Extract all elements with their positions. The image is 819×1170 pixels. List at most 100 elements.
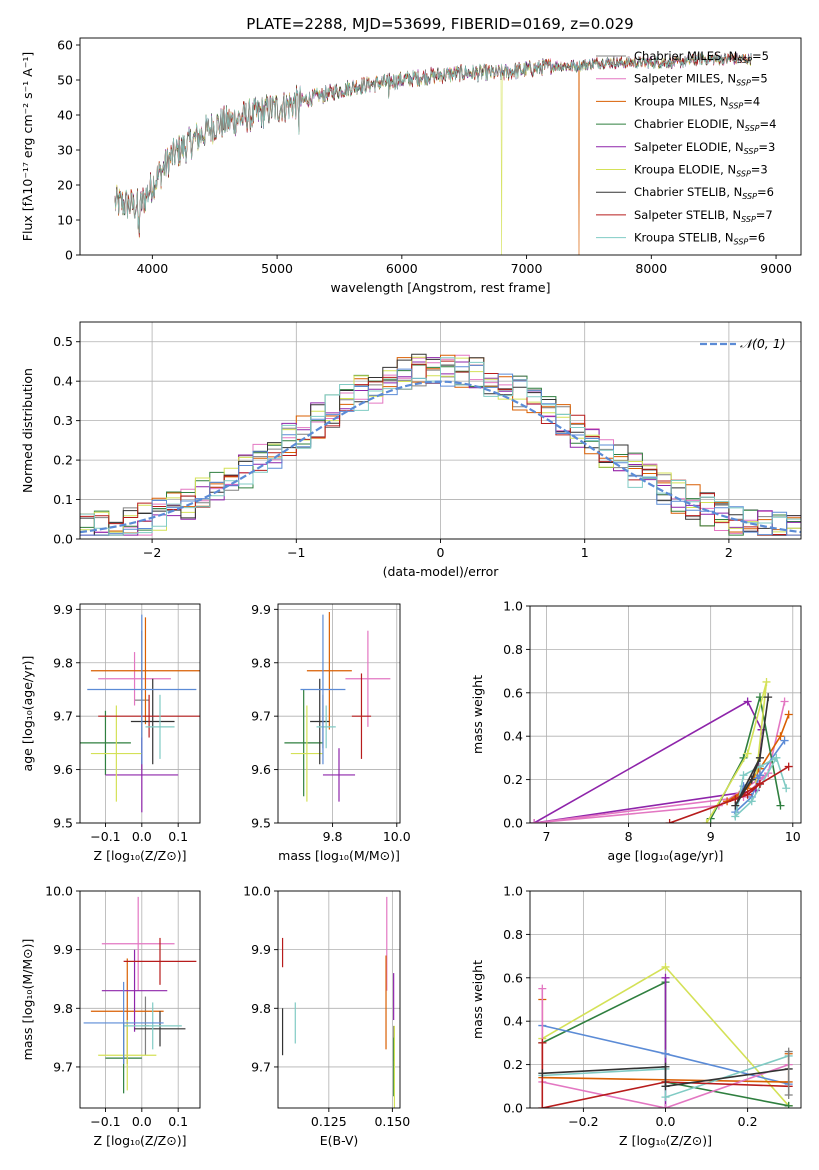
y-tick-label: 1.0 [503,884,523,899]
y-tick-label: 0.6 [503,685,523,700]
y-tick-label: 1.0 [503,599,523,614]
x-tick-label: 1 [581,545,589,560]
weight-marker [538,984,547,993]
age_vs_mass-frame: 9.8 10.0 9.5 9.6 9.7 9.8 9.9 mass [log₁₀(M/M⊙)] [251,602,411,863]
y-tick-label: 9.8 [53,1001,73,1016]
figure-title: PLATE=2288, MJD=53699, FIBERID=0169, z=0… [246,15,633,33]
x-tick-label: 6000 [386,261,418,276]
weight-marker [772,753,781,762]
weight-series-line [705,681,768,823]
y-tick-label: 0.4 [503,729,523,744]
mass_vs_Z-errorbars [83,896,197,1094]
legend-label: Kroupa MILES, NSSP=4 [634,94,760,110]
weight-marker [743,790,752,799]
x-tick-label: 4000 [136,261,168,276]
x-tick-label: 0.2 [738,1114,758,1129]
weight-marker [784,1090,793,1099]
y-tick-label: 0.6 [503,970,523,985]
y-tick-label: 0.2 [53,453,73,468]
weight-marker [780,736,789,745]
y-tick-label: 9.5 [251,816,271,831]
x-axis-label: E(B-V) [320,1133,359,1148]
x-tick-label: 8 [625,829,633,844]
axes-frame [529,605,802,824]
weight-marker [784,762,793,771]
y-tick-label: 0.2 [503,772,523,787]
y-tick-label: 0.1 [53,492,73,507]
y-tick-label: 9.7 [53,1059,73,1074]
y-axis-label: mass weight [470,960,485,1039]
y-tick-label: 9.8 [251,1001,271,1016]
y-tick-label: 0.5 [53,334,73,349]
weight_vs_age-lines [530,677,793,823]
x-tick-label: 5000 [261,261,293,276]
y-tick-label: 9.6 [251,762,271,777]
histogram-group [80,353,801,536]
weight-marker [661,973,670,982]
normal-curve [80,380,801,534]
y-tick-label: 9.6 [53,762,73,777]
y-tick-label: 9.9 [53,602,73,617]
weight-marker [755,753,764,762]
y-tick-label: 9.5 [53,816,73,831]
legend-label: Chabrier MILES, NSSP=5 [634,49,769,65]
x-axis-label: mass [log₁₀(M/M⊙)] [278,848,400,863]
x-axis-label: (data-model)/error [383,564,500,579]
x-tick-label: 0.125 [311,1114,347,1129]
y-tick-label: 0.3 [53,413,73,428]
weight-marker [764,693,773,702]
y-tick-label: 0.2 [503,1057,523,1072]
x-tick-label: 0.150 [374,1114,410,1129]
legend-label: Chabrier ELODIE, NSSP=4 [634,117,776,133]
weight-marker [784,710,793,719]
y-tick-label: 10 [57,213,73,228]
weight-marker [538,1069,547,1078]
weight-marker [530,819,539,823]
x-tick-label: −1 [287,545,305,560]
weight-marker [776,732,785,741]
weight-marker [755,771,764,780]
axes-frame [79,603,201,824]
weight-marker [661,1062,670,1071]
weight-marker [784,1101,793,1108]
residuals-legend: 𝒩(0, 1) [700,336,786,351]
plots-container: Chabrier MILES, NSSP=5 Salpeter MILES, NS… [20,38,802,1148]
age_vs_Z-frame: −0.1 0.0 0.1 9.5 9.6 9.7 9.8 9.9 Z [log₁₀(Z/Z⊙)]… [20,602,201,863]
x-axis-label: wavelength [Angstrom, rest frame] [330,280,550,295]
x-tick-label: 2 [725,545,733,560]
y-tick-label: 9.7 [53,709,73,724]
residuals-frame: −2 −1 0 1 2 0.0 0.1 0.2 0.3 0.4 0.5 (data-model)/er… [20,321,802,579]
axes-frame [79,890,201,1109]
weight_vs_Z-lines [538,962,793,1108]
legend-label: Salpeter MILES, NSSP=5 [634,72,768,88]
y-tick-label: 9.9 [251,602,271,617]
weight-marker [661,962,670,971]
x-tick-label: 7 [542,829,550,844]
x-tick-label: 0 [437,545,445,560]
legend-label: Chabrier STELIB, NSSP=6 [634,185,774,201]
weight-marker [743,749,752,758]
y-tick-label: 9.9 [53,942,73,957]
weight-marker [702,819,711,823]
axes-frame [277,890,401,1109]
legend-label: Salpeter ELODIE, NSSP=3 [634,140,775,156]
x-tick-label: −0.2 [568,1114,598,1129]
x-tick-label: 0.0 [132,829,152,844]
y-tick-label: 0.0 [503,1101,523,1116]
y-axis-label: Normed distribution [20,368,35,493]
y-axis-label: mass weight [470,675,485,754]
x-tick-label: 0.1 [168,829,188,844]
weight-series-line [533,700,763,823]
weight-marker [739,771,748,780]
y-tick-label: 9.7 [251,709,271,724]
spectrum-legend: Chabrier MILES, NSSP=5 Salpeter MILES, NS… [596,49,776,247]
weight-marker [661,1104,670,1108]
mass_vs_Z-frame: −0.1 0.0 0.1 9.7 9.8 9.9 10.0 Z [log₁₀(Z/Z⊙)] ma… [20,884,201,1148]
y-tick-label: 9.8 [251,655,271,670]
histogram-series [80,357,801,536]
weight-marker [747,797,756,806]
x-tick-label: −0.1 [90,829,120,844]
x-axis-label: age [log₁₀(age/yr)] [608,848,724,863]
y-tick-label: 9.9 [251,942,271,957]
